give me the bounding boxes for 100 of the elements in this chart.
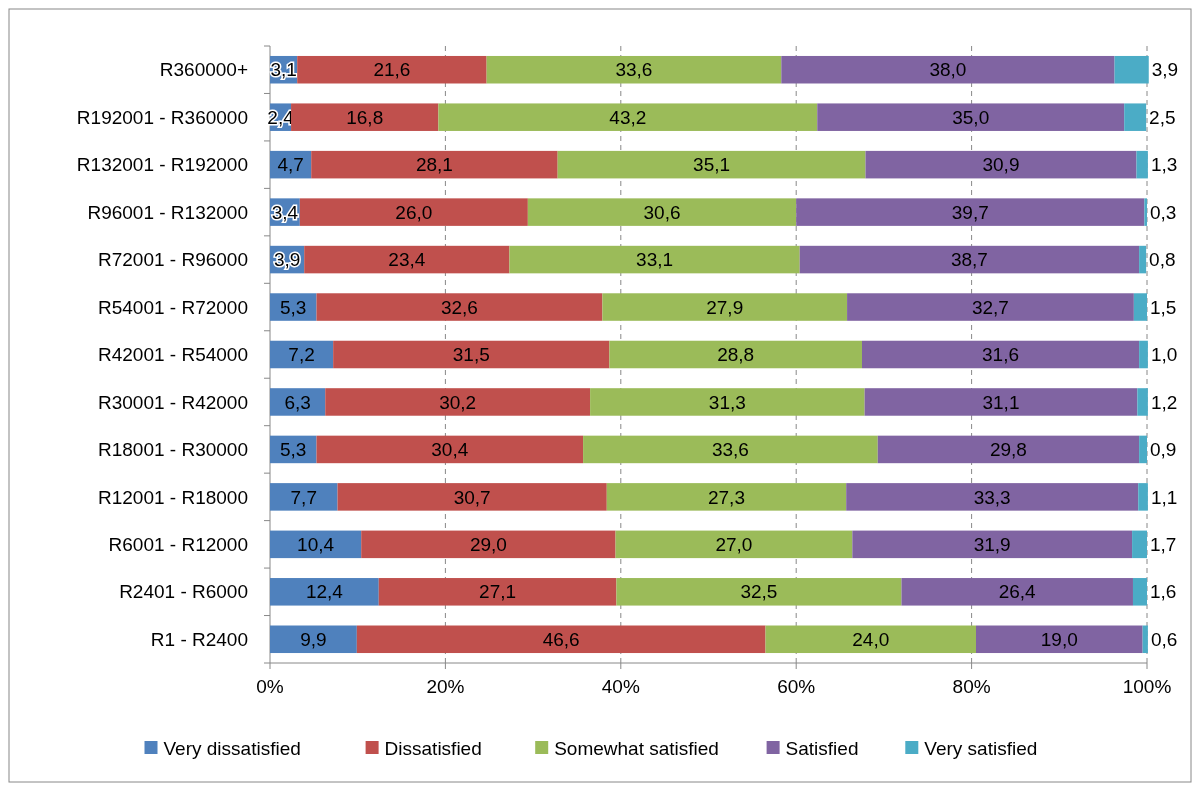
bar xyxy=(1138,483,1148,511)
y-tick-label: R2401 - R6000 xyxy=(119,581,248,603)
bar xyxy=(304,245,510,274)
legend-label: Very dissatisfied xyxy=(163,737,301,759)
bar xyxy=(438,103,818,131)
data-label: 33,6 xyxy=(711,439,749,461)
bar xyxy=(765,625,976,654)
bar xyxy=(846,483,1139,511)
data-label: 1,7 xyxy=(1150,534,1177,555)
bar xyxy=(1139,435,1147,464)
data-label: 12,4 xyxy=(305,581,344,603)
bar xyxy=(325,388,591,416)
bar xyxy=(1139,245,1147,274)
data-label: 3,9 xyxy=(273,249,301,271)
bar xyxy=(1139,340,1148,369)
y-tick-label: R360000+ xyxy=(159,59,248,81)
data-label: 1,3 xyxy=(1150,154,1178,176)
data-label: 7,2 xyxy=(288,344,315,366)
data-label: 1,0 xyxy=(1150,344,1178,366)
data-label: 27,3 xyxy=(707,486,745,508)
data-label: 31,9 xyxy=(973,534,1011,555)
bar xyxy=(864,388,1138,416)
data-label: 6,3 xyxy=(284,391,311,413)
data-label: 39,7 xyxy=(951,201,989,223)
data-label: 5,3 xyxy=(280,296,307,318)
data-label: 21,6 xyxy=(373,59,411,81)
data-label: 19,0 xyxy=(1040,628,1078,650)
data-label: 26,4 xyxy=(998,581,1037,603)
data-label: 33,3 xyxy=(973,486,1011,508)
bar xyxy=(509,245,800,274)
legend-label: Dissatisfied xyxy=(384,737,482,759)
bar xyxy=(817,103,1125,131)
data-label: 3,1 xyxy=(270,59,297,81)
data-label: 29,8 xyxy=(989,439,1027,461)
bar xyxy=(847,293,1134,321)
data-label: 1,6 xyxy=(1150,581,1177,603)
data-label: 33,1 xyxy=(636,249,674,271)
legend-label: Very satisfied xyxy=(924,737,1038,759)
y-tick-label: R30001 - R42000 xyxy=(98,391,248,413)
bar xyxy=(975,625,1143,654)
data-label: 28,8 xyxy=(717,344,755,366)
x-tick-label: 100% xyxy=(1122,676,1172,697)
data-label: 1,1 xyxy=(1150,486,1178,508)
data-label: 3,4 xyxy=(271,201,299,223)
bar xyxy=(378,578,617,606)
bar xyxy=(270,340,334,369)
bar xyxy=(1136,150,1148,179)
bar xyxy=(901,578,1133,606)
bar xyxy=(609,340,862,369)
bar xyxy=(297,55,487,84)
data-label: 32,7 xyxy=(971,296,1009,318)
y-tick-label: R18001 - R30000 xyxy=(98,439,248,461)
bar xyxy=(1133,293,1147,321)
data-label: 0,3 xyxy=(1150,201,1177,223)
bar xyxy=(270,388,326,416)
bar xyxy=(1124,103,1147,131)
data-label: 1,2 xyxy=(1150,391,1178,413)
bar xyxy=(1114,55,1149,84)
bar xyxy=(602,293,848,321)
data-label: 0,6 xyxy=(1150,628,1178,650)
bar xyxy=(356,625,766,654)
bar xyxy=(865,150,1137,179)
data-label: 28,1 xyxy=(415,154,453,176)
y-tick-label: R96001 - R132000 xyxy=(87,201,248,223)
bar xyxy=(316,293,603,321)
bar xyxy=(799,245,1140,274)
data-label: 30,9 xyxy=(982,154,1020,176)
data-label: 1,5 xyxy=(1150,296,1177,318)
data-label: 27,1 xyxy=(479,581,517,603)
x-tick-label: 60% xyxy=(777,676,816,697)
y-tick-label: R72001 - R96000 xyxy=(98,249,248,271)
bar xyxy=(877,435,1140,464)
data-label: 31,6 xyxy=(982,344,1020,366)
data-label: 38,7 xyxy=(950,249,988,271)
y-tick-label: R12001 - R18000 xyxy=(98,486,248,508)
bar xyxy=(796,198,1145,226)
x-tick-label: 20% xyxy=(426,676,465,697)
bar xyxy=(861,340,1140,369)
data-label: 32,6 xyxy=(440,296,478,318)
bar xyxy=(557,150,866,179)
data-label: 24,0 xyxy=(852,628,890,650)
data-label: 31,3 xyxy=(708,391,746,413)
bar xyxy=(486,55,782,84)
x-tick-label: 0% xyxy=(256,676,284,697)
bar xyxy=(337,483,607,511)
data-label: 16,8 xyxy=(346,106,384,128)
bar xyxy=(616,578,902,606)
data-label: 30,4 xyxy=(431,439,469,461)
data-label: 5,3 xyxy=(280,439,307,461)
data-label: 9,9 xyxy=(300,628,327,650)
bar xyxy=(1144,198,1147,226)
y-tick-label: R54001 - R72000 xyxy=(98,296,248,318)
data-label: 3,9 xyxy=(1151,59,1179,81)
x-tick-label: 80% xyxy=(952,676,991,697)
bar xyxy=(333,340,610,369)
bar xyxy=(583,435,878,464)
data-label: 27,9 xyxy=(706,296,744,318)
data-label: 26,0 xyxy=(395,201,433,223)
bar xyxy=(311,150,558,179)
bar xyxy=(1137,388,1148,416)
